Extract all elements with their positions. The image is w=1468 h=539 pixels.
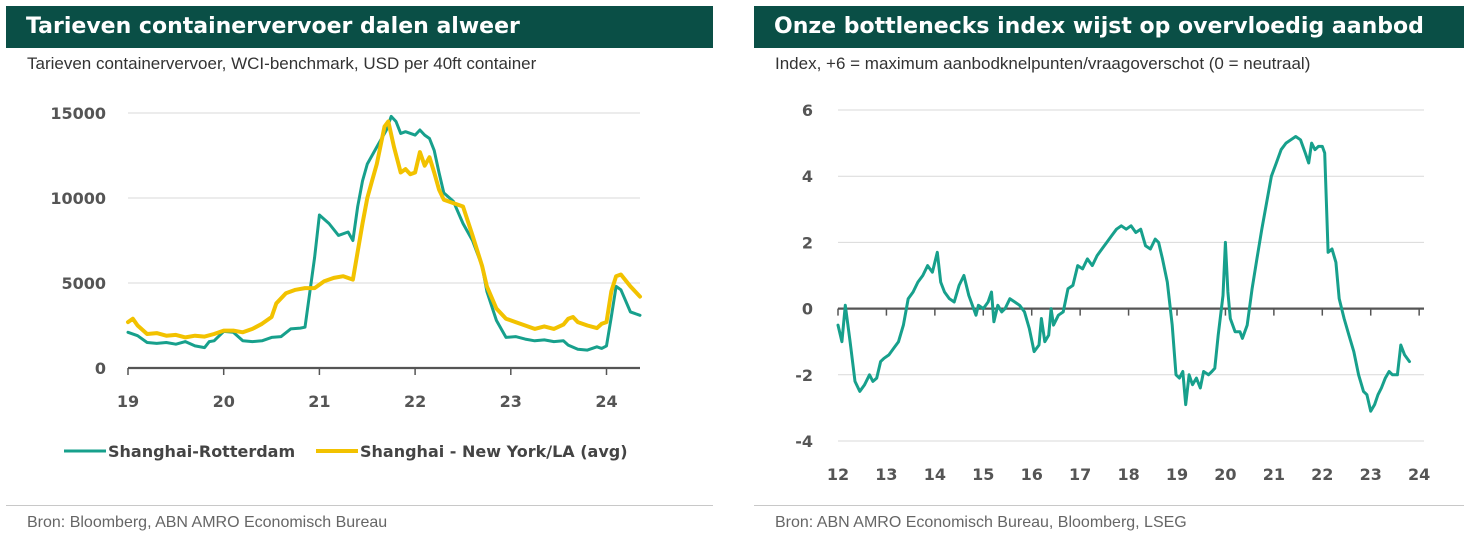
x-tick-label: 20 [1214,465,1236,484]
right-chart-subtitle: Index, +6 = maximum aanbodknelpunten/vra… [775,54,1311,73]
x-tick-label: 19 [117,392,139,411]
right-chart-title: Onze bottlenecks index wijst op overvloe… [754,6,1464,48]
legend-label-2: Shanghai - New York/LA (avg) [360,442,628,461]
x-tick-label: 13 [875,465,897,484]
y-tick-label: 0 [802,300,813,319]
x-tick-label: 21 [1263,465,1285,484]
y-tick-label: 10000 [50,189,106,208]
right-chart-source: Bron: ABN AMRO Economisch Bureau, Bloomb… [775,514,1187,531]
x-tick-label: 23 [1360,465,1382,484]
legend-label-1: Shanghai-Rotterdam [108,442,295,461]
y-tick-label: 2 [802,233,813,252]
x-tick-label: 22 [404,392,426,411]
left-source-divider [6,505,713,506]
left-chart-title: Tarieven containervervoer dalen alweer [6,6,713,48]
x-tick-label: 12 [827,465,849,484]
left-chart-source: Bron: Bloomberg, ABN AMRO Economisch Bur… [27,514,388,531]
series-line-2 [126,119,642,340]
left-chart-subtitle: Tarieven containervervoer, WCI-benchmark… [27,54,537,73]
right-source-divider [754,505,1464,506]
x-tick-label: 21 [308,392,330,411]
x-tick-label: 23 [500,392,522,411]
x-tick-label: 22 [1311,465,1333,484]
y-tick-label: 6 [802,101,813,120]
right-chart-panel: Onze bottlenecks index wijst op overvloe… [750,0,1468,539]
series-line-1 [126,114,642,352]
y-tick-label: -4 [795,432,813,451]
y-tick-label: 0 [95,359,106,378]
y-tick-label: 5000 [61,274,106,293]
x-tick-label: 19 [1166,465,1188,484]
x-tick-label: 16 [1021,465,1043,484]
x-tick-label: 24 [595,392,617,411]
x-tick-label: 15 [972,465,994,484]
y-tick-label: 4 [802,167,813,186]
x-tick-label: 17 [1069,465,1091,484]
y-tick-label: 15000 [50,104,106,123]
x-tick-label: 18 [1117,465,1139,484]
left-chart-panel: Tarieven containervervoer dalen alweer T… [0,0,720,539]
series-line-1 [836,135,1411,413]
x-tick-label: 24 [1408,465,1430,484]
left-chart-svg: 0 5000 10000 15000 19 20 21 22 23 24 Shanghai-Rott… [50,104,642,461]
x-tick-label: 14 [924,465,946,484]
y-tick-label: -2 [795,366,813,385]
x-tick-label: 20 [213,392,235,411]
